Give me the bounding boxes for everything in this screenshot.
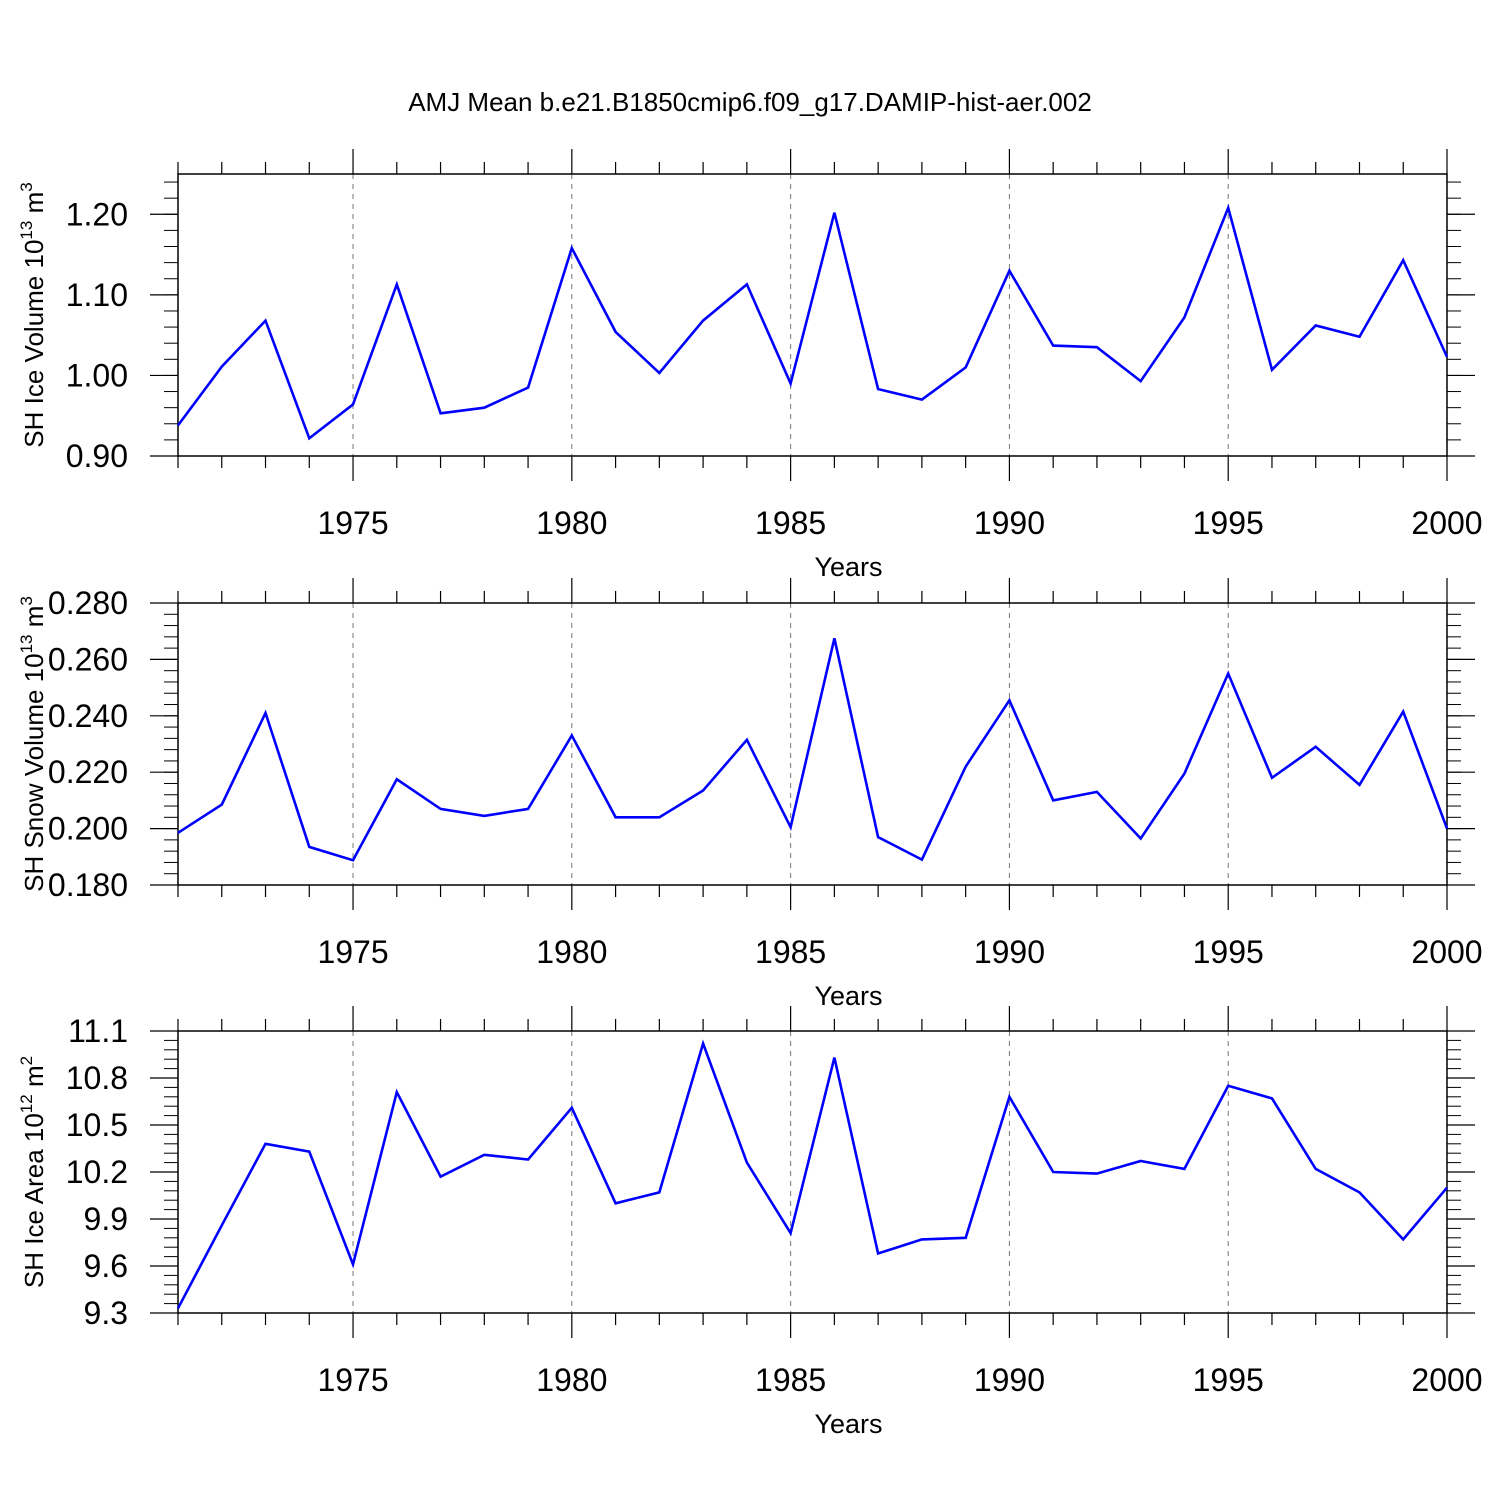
x-axis-label: Years [814, 552, 882, 582]
plot-frame [177, 173, 1448, 457]
plot-frame [177, 1030, 1448, 1314]
y-tick-label: 10.2 [66, 1154, 128, 1190]
x-axis-label: Years [814, 981, 882, 1011]
x-tick-label: 1975 [317, 1362, 388, 1398]
series-line [177, 638, 1449, 862]
x-tick-label: 1980 [536, 934, 607, 970]
x-tick-label: 1980 [536, 505, 607, 541]
y-tick-label: 1.10 [66, 277, 128, 313]
figure-title: AMJ Mean b.e21.B1850cmip6.f09_g17.DAMIP-… [408, 87, 1092, 117]
series-line [176, 1039, 1448, 1309]
y-tick-label: 0.90 [66, 438, 128, 474]
x-tick-label: 2000 [1411, 934, 1482, 970]
y-tick-label: 0.280 [48, 585, 128, 621]
x-tick-label: 1995 [1193, 934, 1264, 970]
x-tick-label: 1975 [317, 934, 388, 970]
plot-frame [177, 602, 1448, 886]
panel-2: 0.180 0.200 0.220 0.240 0.260 0.280 1975 1980 19… [17, 578, 1483, 1011]
x-tick-label: 1990 [974, 934, 1045, 970]
y-tick-label: 9.3 [84, 1295, 128, 1331]
y-tick-label: 0.200 [48, 811, 128, 847]
y-tick-label: 10.8 [66, 1060, 128, 1096]
y-tick-label: 0.180 [48, 867, 128, 903]
panel-3: 9.3 9.6 9.9 10.2 10.5 10.8 11.1 1975 1980 1985 199… [17, 1006, 1483, 1439]
y-tick-label: 11.1 [68, 1013, 128, 1049]
x-tick-label: 1995 [1193, 1362, 1264, 1398]
x-tick-label: 2000 [1411, 505, 1482, 541]
x-tick-label: 1980 [536, 1362, 607, 1398]
panels: 0.90 1.00 1.10 1.20 1975 1980 1985 1990 1995 2000… [17, 149, 1483, 1439]
y-tick-label: 0.220 [48, 754, 128, 790]
y-axis-label: SH Ice Area 1012 m2 [17, 1056, 49, 1288]
x-tick-label: 1990 [974, 505, 1045, 541]
y-tick-label: 0.240 [48, 698, 128, 734]
x-tick-label: 1985 [755, 1362, 826, 1398]
y-tick-label: 0.260 [48, 641, 128, 677]
x-tick-label: 1985 [755, 934, 826, 970]
x-tick-label: 1995 [1193, 505, 1264, 541]
y-tick-label: 10.5 [66, 1107, 128, 1143]
x-tick-label: 2000 [1411, 1362, 1482, 1398]
series-line [176, 203, 1449, 441]
x-axis-label: Years [814, 1409, 882, 1439]
y-axis-label: SH Snow Volume 1013 m3 [17, 596, 49, 892]
y-tick-label: 1.00 [66, 357, 128, 393]
y-tick-label: 9.6 [84, 1248, 128, 1284]
x-tick-label: 1985 [755, 505, 826, 541]
y-tick-label: 1.20 [66, 196, 128, 232]
y-axis-label: SH Ice Volume 1013 m3 [17, 182, 49, 447]
panel-1: 0.90 1.00 1.10 1.20 1975 1980 1985 1990 1995 2000… [17, 149, 1483, 582]
x-tick-label: 1975 [317, 505, 388, 541]
y-tick-label: 9.9 [84, 1201, 128, 1237]
x-tick-label: 1990 [974, 1362, 1045, 1398]
